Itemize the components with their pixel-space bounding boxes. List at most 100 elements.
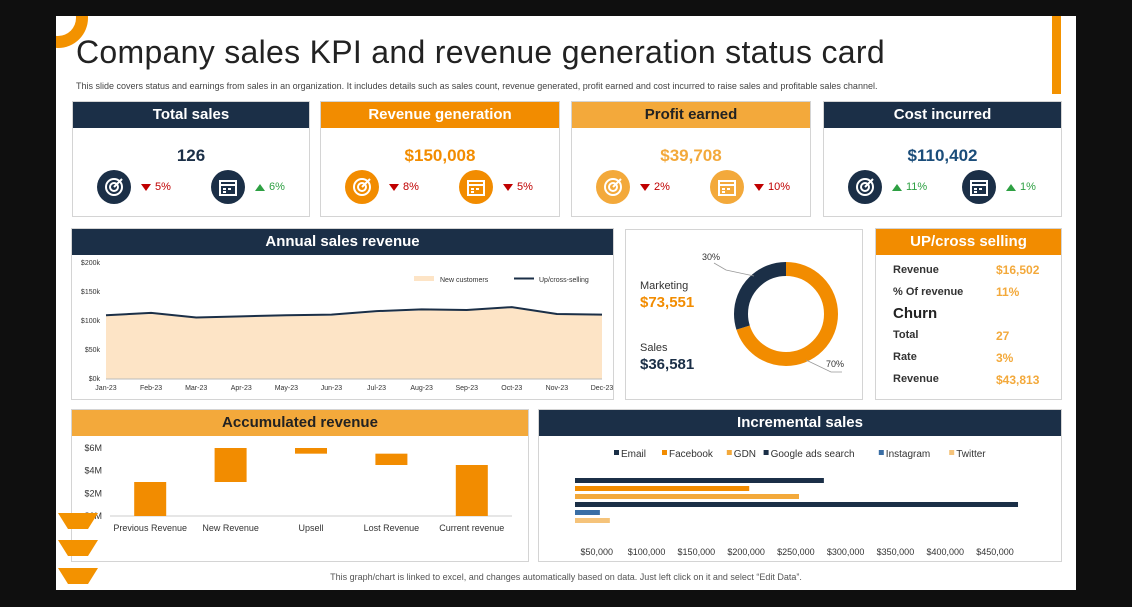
y-tick-label: $6M xyxy=(84,443,102,453)
triangle-icon xyxy=(58,540,98,556)
x-tick-label: Lost Revenue xyxy=(364,523,420,533)
page-subtitle: This slide covers status and earnings fr… xyxy=(76,81,878,91)
x-tick-label: Previous Revenue xyxy=(113,523,187,533)
kpi-change-2: 5% xyxy=(503,181,533,193)
accumulated-title: Accumulated revenue xyxy=(72,410,528,436)
x-tick-label: Sep-23 xyxy=(455,385,478,392)
target-icon xyxy=(97,170,131,204)
legend-label: GDN xyxy=(734,449,756,460)
channel-donut-chart: 30% 70% xyxy=(702,252,844,373)
upsell-title: UP/cross selling xyxy=(876,229,1061,255)
annual-sales-card: Annual sales revenue $0k $50k $100k $150k $2… xyxy=(71,228,614,400)
arrow-down-icon xyxy=(141,183,151,191)
kpi-change-2: 10% xyxy=(754,181,790,193)
kpi-value: $150,008 xyxy=(404,146,476,165)
x-tick-label: Mar-23 xyxy=(185,385,207,392)
target-icon xyxy=(848,170,882,204)
waterfall-bar xyxy=(375,453,408,465)
x-tick-label: Nov-23 xyxy=(546,385,569,392)
x-tick-label: $150,000 xyxy=(678,547,716,557)
legend-swatch xyxy=(662,450,667,455)
arrow-up-icon xyxy=(1006,183,1016,191)
y-tick-label: $150k xyxy=(81,289,101,296)
x-tick-label: Jul-23 xyxy=(367,385,386,392)
y-tick-label: $2M xyxy=(84,488,102,498)
marketing-value: $73,551 xyxy=(640,294,695,311)
x-tick-label: $50,000 xyxy=(581,547,614,557)
legend-label: Instagram xyxy=(886,449,930,460)
legend-swatch xyxy=(949,450,955,455)
y-tick-label: $200k xyxy=(81,260,101,267)
incremental-bar xyxy=(575,502,1019,507)
kpi-value: $39,708 xyxy=(660,146,722,165)
x-tick-label: $200,000 xyxy=(727,547,765,557)
y-tick-label: $100k xyxy=(81,318,101,325)
incremental-bar xyxy=(575,478,824,483)
kpi-card-cost-incurred: Cost incurred $110,402 11% 1% xyxy=(823,101,1062,217)
incremental-bar xyxy=(575,510,600,515)
leader-line xyxy=(805,359,842,373)
churn-value: 27 xyxy=(996,329,1010,343)
y-tick-label: $0k xyxy=(89,376,101,383)
waterfall-bar xyxy=(134,482,167,516)
kpi-title: Revenue generation xyxy=(321,102,559,128)
legend-label: Google ads search xyxy=(771,449,855,460)
incremental-bar xyxy=(575,518,610,523)
calendar-icon xyxy=(962,170,996,204)
kpi-change-2: 6% xyxy=(255,181,285,193)
legend-label-upcross-selling: Up/cross-selling xyxy=(539,277,589,284)
marketing-label: Marketing xyxy=(640,280,689,292)
annual-sales-chart: $0k $50k $100k $150k $200k Jan-23 Feb-23 Mar-23… xyxy=(81,260,613,392)
donut-slice-marketing xyxy=(734,262,838,366)
legend-swatch xyxy=(878,450,884,455)
kpi-title: Profit earned xyxy=(572,102,810,128)
accent-bar xyxy=(1052,16,1061,94)
x-tick-label: Oct-23 xyxy=(501,385,522,392)
slide: Company sales KPI and revenue generation… xyxy=(56,16,1076,590)
upsell-value: 11% xyxy=(996,285,1020,299)
arrow-down-icon xyxy=(640,183,650,191)
x-tick-label: Apr-23 xyxy=(231,385,252,392)
legend-label: Twitter xyxy=(956,449,986,460)
kpi-change-1: 5% xyxy=(141,181,171,193)
series-area-new-customers xyxy=(106,308,602,379)
churn-heading: Churn xyxy=(893,305,938,322)
legend-swatch xyxy=(614,450,619,455)
triangle-icon xyxy=(58,513,98,529)
kpi-change-1: 11% xyxy=(892,181,927,193)
page-title: Company sales KPI and revenue generation… xyxy=(76,34,885,70)
arrow-down-icon xyxy=(503,183,513,191)
legend-label: Facebook xyxy=(669,449,714,460)
arrow-down-icon xyxy=(389,183,399,191)
x-tick-label: $100,000 xyxy=(628,547,666,557)
kpi-title: Total sales xyxy=(73,102,309,128)
legend-label-new-customers: New customers xyxy=(440,277,489,284)
incremental-sales-chart: Email Facebook GDN Google ads search Instagr… xyxy=(575,449,1019,557)
incremental-bar xyxy=(575,494,799,499)
incremental-sales-card: Incremental sales Email Facebook GDN Google… xyxy=(538,409,1062,562)
y-tick-label: $4M xyxy=(84,466,102,476)
y-tick-label: $50k xyxy=(85,347,101,354)
annual-sales-title: Annual sales revenue xyxy=(72,229,613,255)
legend-swatch xyxy=(726,450,732,455)
upsell-card: UP/cross selling Revenue $16,502 % Of re… xyxy=(875,228,1062,400)
x-tick-label: $300,000 xyxy=(827,547,865,557)
kpi-change-2: 1% xyxy=(1006,181,1036,193)
sales-label: Sales xyxy=(640,342,668,354)
x-tick-label: Current revenue xyxy=(439,523,504,533)
churn-value: $43,813 xyxy=(996,373,1040,387)
arrow-up-icon xyxy=(892,183,902,191)
kpi-change-1: 2% xyxy=(640,181,670,193)
x-tick-label: $350,000 xyxy=(877,547,915,557)
target-icon xyxy=(345,170,379,204)
churn-label: Total xyxy=(893,329,919,341)
upsell-label: % Of revenue xyxy=(893,286,964,298)
kpi-card-revenue-generation: Revenue generation $150,008 8% 5% xyxy=(320,101,560,217)
x-tick-label: Aug-23 xyxy=(410,385,433,392)
sales-value: $36,581 xyxy=(640,356,695,373)
arrow-down-icon xyxy=(754,183,764,191)
waterfall-bar xyxy=(455,465,488,516)
calendar-icon xyxy=(211,170,245,204)
churn-label: Rate xyxy=(893,351,917,363)
